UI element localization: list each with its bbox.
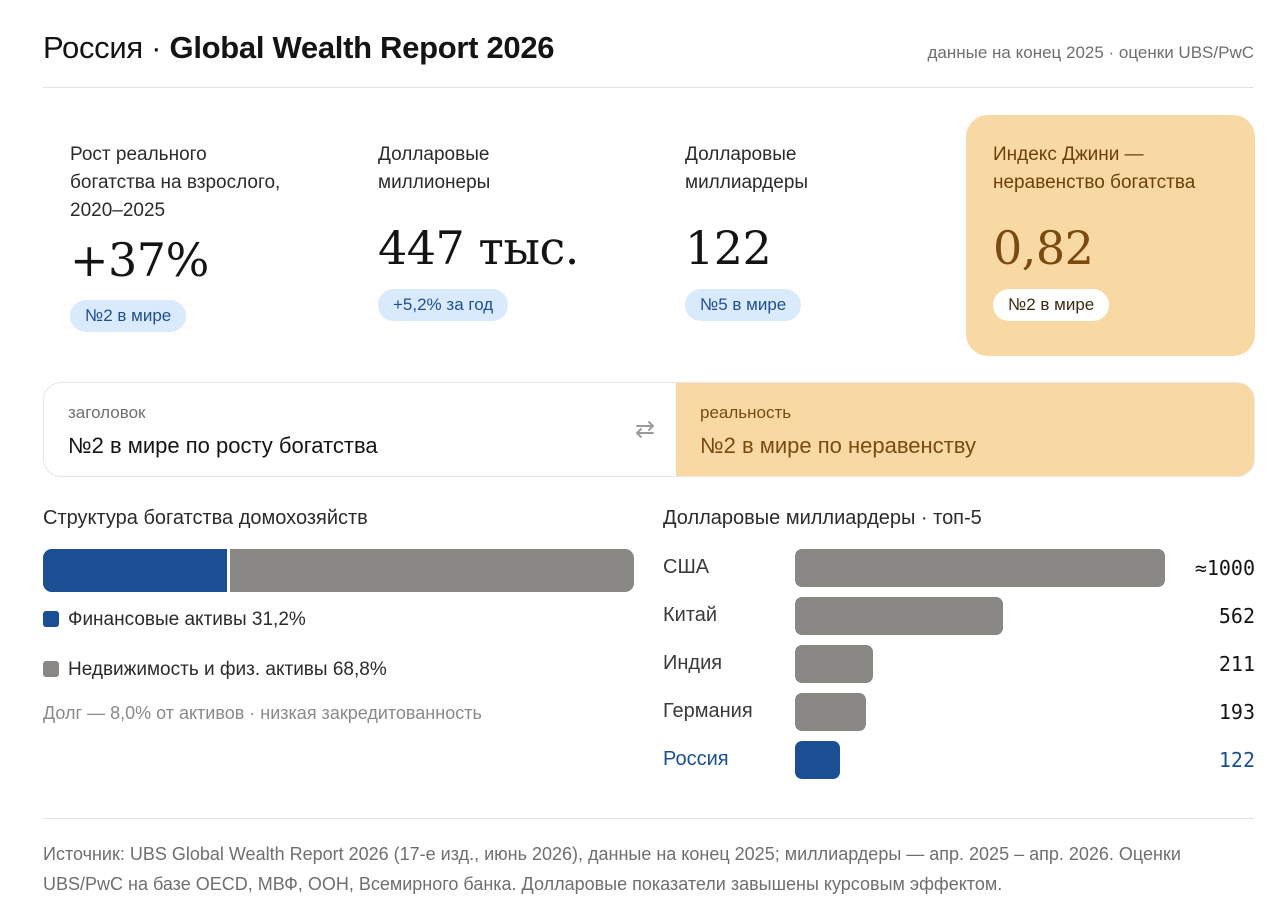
- bar-row: США ≈1000: [663, 549, 1255, 589]
- kpi-value: 447 тыс.: [378, 221, 579, 275]
- bar: [795, 549, 1165, 587]
- kpi-label-line: богатства на взрослого,: [70, 172, 281, 193]
- reality-panel: реальность №2 в мире по неравенству: [676, 383, 1254, 476]
- kpi-card-gini: Индекс Джини — неравенство богатства 0,8…: [966, 115, 1255, 356]
- bar-value-label: 562: [1218, 604, 1255, 628]
- legend-swatch: [43, 611, 59, 627]
- headline-vs-reality: заголовок №2 в мире по росту богатства ⇄…: [43, 382, 1255, 477]
- page-title: Россия · Global Wealth Report 2026: [43, 30, 555, 66]
- page-subtitle: данные на конец 2025 · оценки UBS/PwC: [927, 43, 1255, 62]
- bar-value-label: 211: [1218, 652, 1255, 676]
- headline-caption: заголовок: [68, 403, 146, 422]
- kpi-label: Индекс Джини — неравенство богатства: [993, 141, 1195, 197]
- kpi-label-line: миллионеры: [378, 172, 491, 193]
- bar-row: Индия 211: [663, 645, 1255, 685]
- reality-caption: реальность: [700, 403, 792, 422]
- bar-category-label: Китай: [663, 604, 718, 626]
- page-title-country: Россия ·: [43, 30, 170, 65]
- kpi-label-line: Рост реального: [70, 144, 207, 165]
- bar-category-label: Россия: [663, 748, 729, 770]
- bar-track: [795, 693, 1165, 731]
- kpi-card-wealth-growth: Рост реального богатства на взрослого, 2…: [43, 115, 333, 356]
- billionaires-title: Долларовые миллиардеры · топ-5: [663, 507, 982, 529]
- segment-divider: [227, 549, 230, 592]
- kpi-card-billionaires: Долларовые миллиардеры 122 №5 в мире: [658, 115, 948, 356]
- kpi-badge: №2 в мире: [70, 300, 187, 332]
- kpi-label: Долларовые миллиардеры: [685, 141, 808, 197]
- legend-real-estate: Недвижимость и физ. активы 68,8%: [43, 659, 387, 681]
- bar-value-label: 193: [1218, 700, 1255, 724]
- structure-stacked-bar: [43, 549, 634, 592]
- bar: [795, 645, 873, 683]
- kpi-label: Рост реального богатства на взрослого, 2…: [70, 141, 280, 225]
- segment-financial-assets: [43, 549, 227, 592]
- bar-track: [795, 645, 1165, 683]
- headline-text: №2 в мире по росту богатства: [68, 433, 378, 458]
- bar-row: Китай 562: [663, 597, 1255, 637]
- bar-category-label: Германия: [663, 700, 753, 722]
- kpi-label-line: 2020–2025: [70, 200, 166, 221]
- legend-swatch: [43, 661, 59, 677]
- page-title-report: Global Wealth Report 2026: [169, 30, 555, 65]
- reality-text: №2 в мире по неравенству: [700, 433, 976, 458]
- bar-track: [795, 597, 1165, 635]
- bar-value-label: 122: [1218, 748, 1255, 772]
- kpi-label-line: Долларовые: [685, 144, 797, 165]
- bar-track: [795, 741, 1165, 779]
- bar: [795, 597, 1003, 635]
- footer-line: UBS/PwC на базе OECD, МВФ, ООН, Всемирно…: [43, 874, 1003, 894]
- bar-category-label: США: [663, 556, 710, 578]
- kpi-label-line: неравенство богатства: [993, 172, 1196, 193]
- kpi-badge: №5 в мире: [685, 289, 802, 321]
- kpi-card-millionaires: Долларовые миллионеры 447 тыс. +5,2% за …: [351, 115, 641, 356]
- kpi-label-line: Долларовые: [378, 144, 490, 165]
- bar-track: [795, 549, 1165, 587]
- kpi-badge: +5,2% за год: [378, 289, 509, 321]
- bar-row: Германия 193: [663, 693, 1255, 733]
- headline-panel: заголовок №2 в мире по росту богатства ⇄: [44, 383, 676, 476]
- legend-label: Финансовые активы 31,2%: [68, 609, 306, 630]
- debt-note: Долг — 8,0% от активов · низкая закредит…: [43, 703, 482, 723]
- bar-row: Россия 122: [663, 741, 1255, 781]
- bar-value-label: ≈1000: [1194, 556, 1255, 580]
- kpi-label-line: Индекс Джини —: [993, 144, 1144, 165]
- bar: [795, 741, 840, 779]
- bar-category-label: Индия: [663, 652, 723, 674]
- kpi-label: Долларовые миллионеры: [378, 141, 490, 197]
- legend-financial-assets: Финансовые активы 31,2%: [43, 609, 306, 631]
- source-footer: Источник: UBS Global Wealth Report 2026 …: [43, 818, 1254, 899]
- legend-label: Недвижимость и физ. активы 68,8%: [68, 659, 387, 680]
- swap-arrows-icon: ⇄: [635, 416, 656, 443]
- page-header: Россия · Global Wealth Report 2026 данны…: [43, 28, 1254, 88]
- kpi-badge: №2 в мире: [993, 289, 1110, 321]
- kpi-cards: Рост реального богатства на взрослого, 2…: [43, 115, 1255, 356]
- kpi-value: 122: [685, 221, 772, 275]
- kpi-value: 0,82: [993, 221, 1094, 275]
- kpi-value: +37%: [70, 233, 209, 287]
- structure-title: Структура богатства домохозяйств: [43, 507, 368, 529]
- footer-line: Источник: UBS Global Wealth Report 2026 …: [43, 844, 1181, 864]
- bar: [795, 693, 866, 731]
- kpi-label-line: миллиардеры: [685, 172, 809, 193]
